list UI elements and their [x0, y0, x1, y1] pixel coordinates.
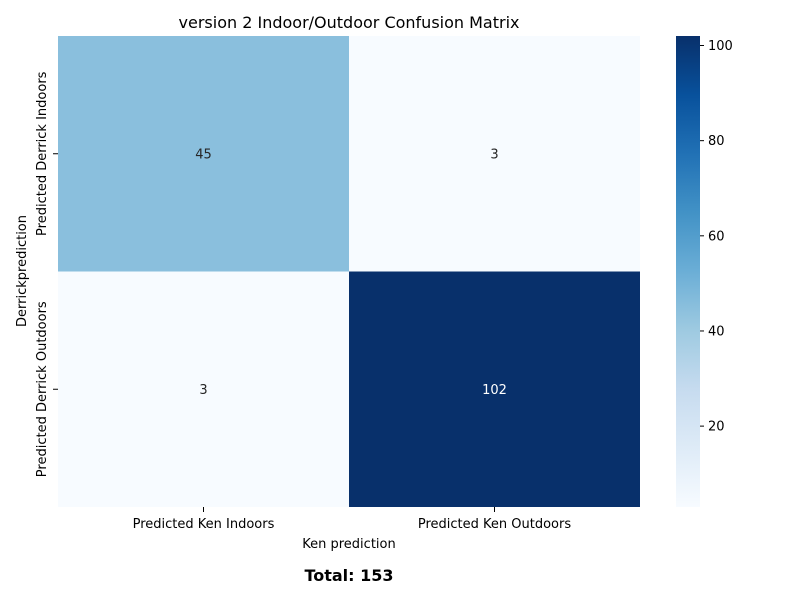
- x-axis: Predicted Ken Indoors Predicted Ken Outdo…: [133, 507, 571, 532]
- colorbar-ticks: 20 40 60 80 100: [700, 39, 733, 435]
- y-tick-label-0: Predicted Derrick Indoors: [35, 71, 50, 236]
- chart-title: version 2 Indoor/Outdoor Confusion Matri…: [179, 13, 520, 32]
- colorbar-tick-label-3: 80: [708, 134, 725, 149]
- cell-value-r0-c0: 45: [195, 147, 212, 162]
- colorbar: 20 40 60 80 100: [676, 36, 733, 507]
- x-tick-label-1: Predicted Ken Outdoors: [418, 517, 571, 532]
- heatmap-cell-r0-c0: [58, 36, 349, 272]
- cell-value-r1-c0: 3: [199, 383, 207, 398]
- colorbar-gradient: [676, 36, 700, 507]
- colorbar-tick-label-4: 100: [708, 39, 733, 54]
- total-count: Total: 153: [304, 566, 394, 585]
- cell-value-r0-c1: 3: [490, 147, 498, 162]
- x-tick-label-0: Predicted Ken Indoors: [133, 517, 275, 532]
- heatmap-cell-r0-c1: [349, 36, 640, 272]
- colorbar-tick-label-2: 60: [708, 229, 725, 244]
- y-tick-label-1: Predicted Derrick Outdoors: [35, 301, 50, 477]
- colorbar-tick-label-0: 20: [708, 420, 725, 435]
- heatmap-cells: [58, 36, 640, 507]
- y-axis-label: Derrickprediction: [15, 215, 30, 327]
- y-axis: Predicted Derrick Indoors Predicted Derri…: [35, 71, 58, 477]
- cell-value-r1-c1: 102: [482, 383, 507, 398]
- heatmap-cell-r1-c0: [58, 271, 349, 507]
- x-axis-label: Ken prediction: [302, 537, 395, 552]
- heatmap-cell-labels: 45 3 3 102: [195, 147, 507, 398]
- colorbar-tick-label-1: 40: [708, 324, 725, 339]
- heatmap-cell-r1-c1: [349, 271, 640, 507]
